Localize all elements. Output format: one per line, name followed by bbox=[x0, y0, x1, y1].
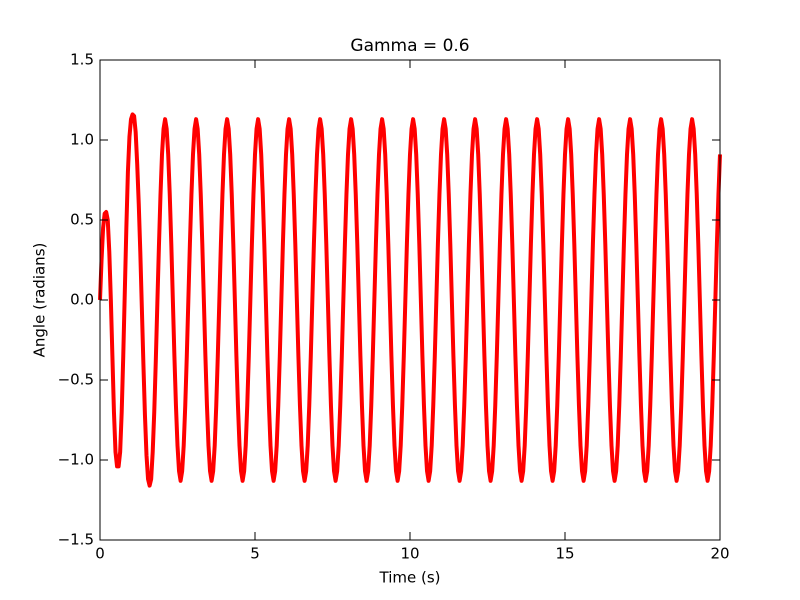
y-tick-label: 1.0 bbox=[70, 131, 94, 149]
data-line bbox=[98, 112, 722, 488]
y-tick-label: 0.5 bbox=[70, 211, 94, 229]
y-tick-label: 0.0 bbox=[70, 291, 94, 309]
x-tick-label: 5 bbox=[250, 545, 260, 563]
y-axis-label: Angle (radians) bbox=[31, 243, 49, 358]
y-tick-label: 1.5 bbox=[70, 51, 94, 69]
x-tick-label: 0 bbox=[95, 545, 105, 563]
y-tick-label: −1.5 bbox=[58, 531, 94, 549]
x-tick-label: 15 bbox=[555, 545, 574, 563]
plot-area bbox=[98, 112, 722, 488]
x-tick-label: 10 bbox=[400, 545, 419, 563]
x-tick-label: 20 bbox=[710, 545, 729, 563]
chart-title: Gamma = 0.6 bbox=[350, 36, 469, 56]
y-tick-label: −0.5 bbox=[58, 371, 94, 389]
x-axis-label: Time (s) bbox=[379, 569, 441, 587]
y-tick-label: −1.0 bbox=[58, 451, 94, 469]
